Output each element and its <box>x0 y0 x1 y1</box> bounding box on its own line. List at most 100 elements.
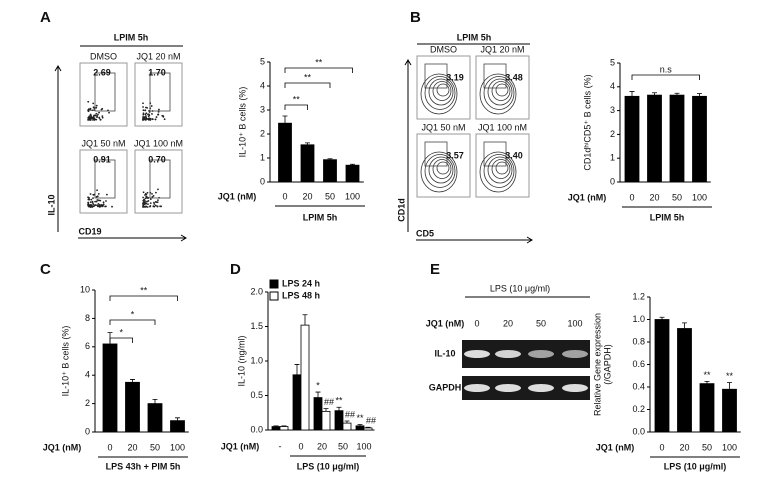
event-dot <box>153 203 156 205</box>
bar <box>278 122 292 183</box>
y-tick-label: 2 <box>85 398 90 408</box>
group-label: LPS 43h + PIM 5h <box>106 461 181 471</box>
x-tick-label: 20 <box>649 192 659 202</box>
event-dot <box>92 118 94 121</box>
y-tick-label: 2 <box>260 128 265 138</box>
event-dot <box>87 116 90 119</box>
lane-label: 50 <box>536 318 546 328</box>
flow-x-label: CD5 <box>416 228 434 238</box>
contour <box>479 73 517 115</box>
contour <box>436 161 450 175</box>
contour <box>432 81 452 101</box>
gate-percent: 0.70 <box>148 154 166 164</box>
event-dot <box>142 112 145 115</box>
gel-band <box>528 384 554 392</box>
event-dot <box>97 193 100 195</box>
gate <box>94 159 116 199</box>
significance-bracket <box>284 67 353 73</box>
flow-plot <box>475 133 530 198</box>
y-tick-label: 0.0 <box>250 424 263 434</box>
significance-bracket <box>284 82 331 88</box>
y-tick-label: 0.0 <box>632 426 645 436</box>
event-dot <box>111 205 113 208</box>
error-bar <box>697 93 702 97</box>
significance-label: ** <box>315 57 323 67</box>
condition-label: JQ1 100 nM <box>134 138 183 148</box>
x-tick-label: 20 <box>679 442 689 452</box>
x-tick-label: 0 <box>107 442 112 452</box>
event-dot <box>146 106 149 109</box>
significance-label: * <box>316 380 320 390</box>
event-dot <box>98 111 100 114</box>
x-tick-label: 50 <box>325 191 335 201</box>
event-dot <box>94 114 96 117</box>
event-dot <box>144 109 147 112</box>
bar <box>300 324 310 431</box>
x-label: JQ1 (nM) <box>568 192 607 202</box>
event-dot <box>93 119 96 121</box>
legend-label: LPS 48 h <box>282 290 320 300</box>
y-tick-label: 10 <box>80 284 90 294</box>
significance-bracket <box>109 295 178 301</box>
event-dot <box>144 113 147 116</box>
event-dot <box>96 189 98 192</box>
error-bar <box>674 92 680 96</box>
bar <box>279 426 289 431</box>
x-tick-label: 50 <box>702 442 712 452</box>
event-dot <box>143 198 145 201</box>
y-tick-label: 8 <box>85 313 90 323</box>
significance-label: ** <box>293 94 301 104</box>
event-dot <box>146 206 149 208</box>
event-dot <box>147 203 149 206</box>
gel-header: LPS (10 μg/ml) <box>490 283 550 293</box>
group-label: LPS (10 μg/ml) <box>664 461 727 471</box>
arrow-head <box>54 65 62 72</box>
event-dot <box>151 196 154 198</box>
error-bar <box>659 316 665 320</box>
x-tick-label: 100 <box>356 441 371 451</box>
event-dot <box>87 118 90 121</box>
event-dot <box>91 117 93 120</box>
gate <box>149 72 171 112</box>
error-bar <box>302 314 308 326</box>
event-dot <box>154 200 157 203</box>
contour <box>420 151 458 193</box>
event-dot <box>90 114 92 117</box>
y-tick-label: 1 <box>610 153 615 163</box>
gate <box>483 63 507 89</box>
event-dot <box>92 205 95 208</box>
event-dot <box>89 193 92 195</box>
bar <box>170 420 185 433</box>
event-dot <box>87 204 90 207</box>
event-dot <box>142 113 145 116</box>
significance-bracket <box>109 337 133 343</box>
contour <box>424 76 456 110</box>
bar <box>647 94 662 183</box>
y-tick-label: 2 <box>610 129 615 139</box>
significance-label: * <box>119 327 123 337</box>
bar <box>699 383 715 433</box>
legend-swatch <box>269 279 279 289</box>
event-dot <box>87 109 90 112</box>
event-dot <box>95 200 98 203</box>
x-tick-label: 0 <box>282 191 287 201</box>
event-dot <box>154 204 157 207</box>
significance-label: ## <box>345 409 355 419</box>
event-dot <box>144 202 147 205</box>
event-dot <box>155 191 157 194</box>
contour <box>483 154 515 188</box>
event-dot <box>92 106 95 109</box>
error-bar <box>629 91 635 97</box>
arrow-head <box>180 234 187 242</box>
y-tick-label: 3 <box>610 105 615 115</box>
flow-x-label: CD19 <box>78 226 101 236</box>
flow-plot <box>134 62 183 127</box>
event-dot <box>155 116 158 118</box>
bar <box>323 159 337 183</box>
event-dot <box>96 195 99 198</box>
x-tick-label: 20 <box>317 441 327 451</box>
bar <box>722 388 737 433</box>
event-dot <box>145 205 147 208</box>
event-dot <box>145 115 147 117</box>
